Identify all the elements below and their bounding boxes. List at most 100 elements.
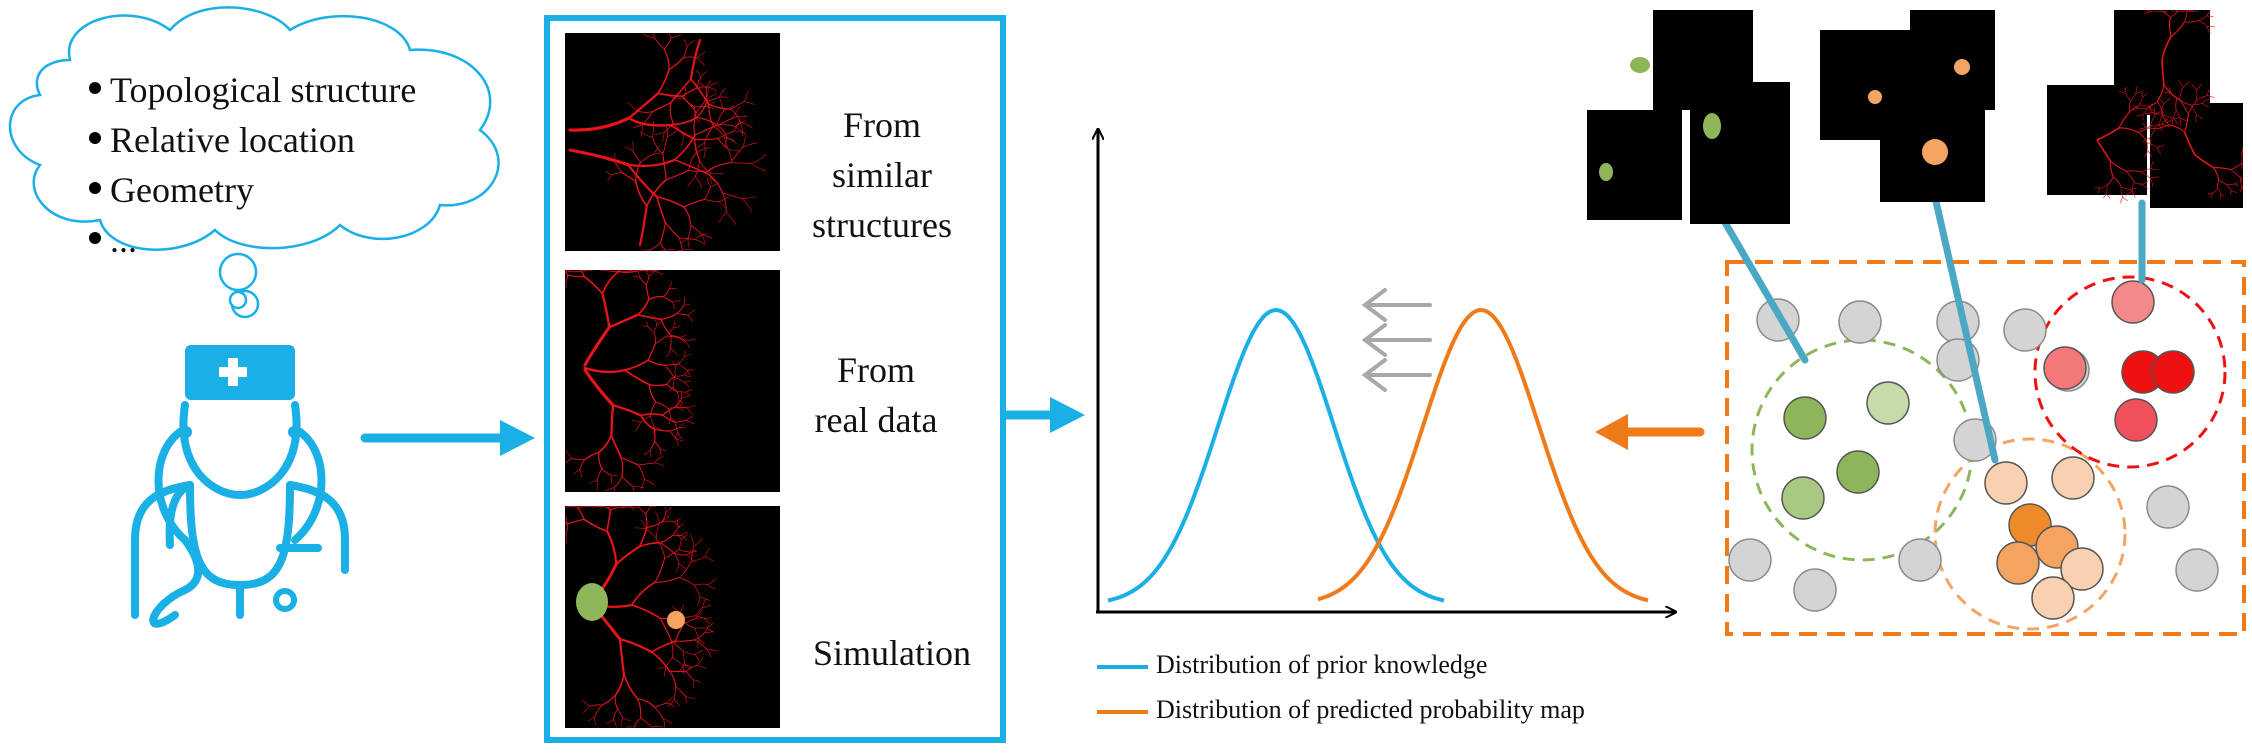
vessel-segment bbox=[614, 694, 619, 710]
vessel-segment bbox=[666, 696, 674, 704]
sources-panel bbox=[544, 15, 1006, 743]
vessel-segment bbox=[2183, 131, 2196, 156]
vessel-segment bbox=[635, 161, 642, 182]
vessel-segment bbox=[665, 657, 673, 668]
vessel-segment bbox=[697, 638, 700, 649]
vessel-segment bbox=[656, 321, 662, 326]
vessel-segment bbox=[639, 415, 651, 423]
cluster-dot bbox=[2175, 548, 2219, 592]
arrow-to-sources bbox=[360, 420, 535, 456]
vessel-segment bbox=[660, 222, 666, 244]
vessel-segment bbox=[2239, 186, 2243, 193]
vessel-segment bbox=[675, 360, 680, 367]
vessel-segment bbox=[2201, 99, 2210, 104]
vessel-segment bbox=[634, 180, 648, 207]
vessel-segment bbox=[2184, 20, 2199, 23]
vessel-segment bbox=[648, 295, 664, 300]
vessel-segment bbox=[2096, 139, 2112, 162]
vessel-segment bbox=[2150, 115, 2156, 126]
vessel-image-simulation bbox=[565, 505, 780, 728]
vessel-segment bbox=[666, 702, 675, 708]
vessel-segment bbox=[608, 313, 639, 329]
vessel-segment bbox=[696, 665, 707, 669]
vessel-segment bbox=[654, 557, 666, 583]
distribution-chart bbox=[1096, 130, 1675, 714]
vessel-segment bbox=[654, 702, 668, 708]
vessel-segment bbox=[670, 34, 682, 39]
vessel-segment bbox=[704, 556, 714, 562]
vessel-segment bbox=[708, 103, 732, 110]
vessel-segment bbox=[2190, 103, 2203, 106]
vessel-segment bbox=[669, 430, 678, 440]
vessel-segment bbox=[677, 433, 683, 440]
cluster-dot bbox=[1783, 396, 1827, 440]
cluster-dot bbox=[1836, 450, 1880, 494]
vessel-segment bbox=[742, 134, 746, 148]
vessel-segment bbox=[2154, 124, 2169, 130]
vessel-segment bbox=[693, 639, 708, 650]
red-cluster-outline bbox=[2033, 275, 2227, 469]
vessel-segment bbox=[718, 211, 727, 224]
vessel-segment bbox=[672, 657, 683, 666]
vessel-segment bbox=[688, 169, 707, 173]
vessel-segment bbox=[704, 547, 710, 557]
vessel-segment bbox=[2150, 161, 2154, 169]
vessel-segment bbox=[687, 314, 694, 322]
vessel-segment bbox=[2140, 168, 2151, 173]
vessel-segment bbox=[2136, 114, 2143, 117]
vessel-segment bbox=[695, 627, 700, 640]
vessel-segment bbox=[707, 177, 711, 187]
vessel-segment bbox=[2161, 124, 2171, 128]
vessel-segment bbox=[565, 280, 567, 289]
predicted-distribution-curve bbox=[1317, 307, 1649, 603]
vessel-segment bbox=[613, 487, 616, 492]
vessel-segment bbox=[653, 132, 665, 135]
vessel-segment bbox=[579, 270, 585, 277]
vessel-segment bbox=[656, 522, 660, 539]
vessel-segment bbox=[2142, 93, 2148, 98]
vessel-segment bbox=[620, 456, 624, 478]
vessel-segment bbox=[565, 523, 568, 534]
vessel-segment bbox=[594, 716, 596, 726]
vessel-segment bbox=[2156, 101, 2164, 115]
vessel-segment bbox=[669, 281, 672, 290]
vessel-segment bbox=[665, 124, 668, 138]
vessel-segment bbox=[606, 509, 612, 532]
vessel-segment bbox=[2179, 99, 2189, 114]
vessel-segment bbox=[666, 327, 674, 337]
vessel-segment bbox=[663, 48, 670, 70]
vessel-segment bbox=[660, 313, 678, 320]
vessel-segment bbox=[684, 695, 696, 699]
vessel-segment bbox=[659, 617, 672, 641]
vessel-segment bbox=[676, 407, 684, 411]
vessel-segment bbox=[601, 270, 620, 295]
vessel-segment bbox=[625, 146, 634, 152]
vessel-segment bbox=[2144, 112, 2153, 115]
vessel-segment bbox=[695, 99, 706, 113]
vessel-segment bbox=[674, 134, 696, 161]
vessel-segment bbox=[645, 528, 657, 539]
vessel-segment bbox=[697, 596, 701, 606]
vessel-segment bbox=[724, 137, 735, 141]
vessel-segment bbox=[655, 319, 657, 326]
vessel-segment bbox=[605, 719, 614, 724]
vessel-segment bbox=[651, 270, 663, 276]
vessel-segment bbox=[2231, 190, 2237, 194]
vessel-segment bbox=[733, 116, 748, 119]
vessel-segment bbox=[648, 271, 655, 277]
vessel-segment bbox=[623, 673, 639, 700]
vessel-segment bbox=[2120, 186, 2130, 190]
vessel-segment bbox=[674, 686, 677, 700]
vessel-segment bbox=[2212, 188, 2219, 194]
thought-item-more: ... bbox=[110, 220, 137, 260]
vessel-segment bbox=[2161, 113, 2170, 126]
vessel-segment bbox=[664, 222, 680, 239]
vessel-segment bbox=[668, 407, 678, 410]
vessel-segment bbox=[2144, 10, 2153, 14]
vessel-segment bbox=[2176, 98, 2192, 106]
vessel-segment bbox=[675, 563, 680, 572]
vessel-segment bbox=[700, 71, 708, 79]
vessel-segment bbox=[655, 401, 669, 410]
vessel-segment bbox=[683, 97, 697, 113]
vessel-segment bbox=[565, 532, 567, 544]
